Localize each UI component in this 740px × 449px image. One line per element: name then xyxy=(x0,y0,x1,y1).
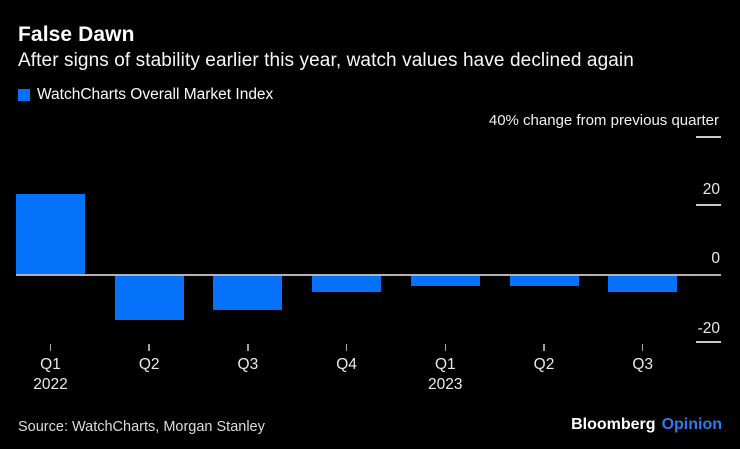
legend: WatchCharts Overall Market Index xyxy=(18,86,273,104)
x-label-q3-2022: Q3 xyxy=(237,356,259,373)
year-label-2023: 2023 xyxy=(428,376,463,393)
legend-label: WatchCharts Overall Market Index xyxy=(37,86,274,103)
x-tick-q2-2022 xyxy=(148,344,150,351)
x-tick-q4-2022 xyxy=(345,344,348,351)
chart-title: False Dawn xyxy=(18,23,135,46)
brand-opinion: Opinion xyxy=(661,416,722,433)
year-label-2022: 2022 xyxy=(33,376,68,393)
x-label-q4-2022: Q4 xyxy=(336,356,357,373)
y-axis-unit-note: 40% change from previous quarter xyxy=(488,112,719,129)
bar-q3-2022 xyxy=(213,275,283,310)
x-tick-q3-2023 xyxy=(641,344,644,351)
y-tick-label-n20: -20 xyxy=(697,320,720,337)
bloomberg-opinion-logo: Bloomberg Opinion xyxy=(571,416,722,434)
y-tick-label-20: 20 xyxy=(702,181,720,198)
y-tick-label-0: 0 xyxy=(711,250,720,267)
x-label-q1-2023: Q1 xyxy=(434,356,456,373)
x-axis: Q1 2022 Q2 Q3 Q4 Q1 2023 Q2 Q3 xyxy=(16,343,721,403)
x-tick-q1-2023 xyxy=(444,344,447,351)
zero-baseline xyxy=(16,273,721,276)
x-label-q3-2023: Q3 xyxy=(632,356,654,373)
bar-q4-2022 xyxy=(312,275,382,293)
plot-area xyxy=(16,136,721,343)
chart-subtitle: After signs of stability earlier this ye… xyxy=(18,50,634,71)
x-tick-q2-2023 xyxy=(543,344,545,351)
bar-q3-2023 xyxy=(608,275,678,293)
source-note: Source: WatchCharts, Morgan Stanley xyxy=(18,419,265,435)
bar-q1-2023 xyxy=(410,275,480,286)
gridline-tick-40 xyxy=(696,136,721,138)
legend-swatch-icon xyxy=(18,89,30,101)
x-tick-q3-2022 xyxy=(247,344,249,351)
x-tick-q1-2022 xyxy=(49,344,52,351)
bar-q2-2022 xyxy=(114,275,184,321)
x-label-q2-2022: Q2 xyxy=(138,356,160,373)
gridline-tick-20 xyxy=(696,204,721,206)
brand-bloomberg: Bloomberg xyxy=(571,416,656,433)
x-label-q2-2023: Q2 xyxy=(533,356,555,373)
gridline-tick-n20 xyxy=(696,341,721,343)
x-label-q1-2022: Q1 xyxy=(40,356,61,373)
bar-q1-2022 xyxy=(16,193,85,274)
bar-q2-2023 xyxy=(509,275,579,286)
